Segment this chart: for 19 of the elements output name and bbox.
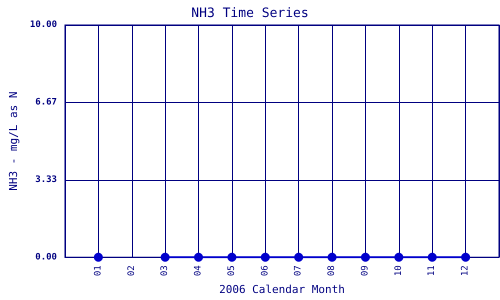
x-tick-label: 12 xyxy=(460,265,471,276)
x-tick-label: 08 xyxy=(327,265,338,276)
x-tick-label: 09 xyxy=(360,265,370,276)
x-tick-label: 07 xyxy=(294,265,304,276)
y-axis-title: NH3 - mg/L as N xyxy=(7,91,20,191)
y-tick-label: 6.67 xyxy=(35,97,57,108)
x-tick-label: 02 xyxy=(126,265,137,276)
chart-title: NH3 Time Series xyxy=(191,6,309,21)
x-tick-label: 03 xyxy=(160,265,170,276)
x-tick-label: 10 xyxy=(394,265,404,276)
y-tick-label: 3.33 xyxy=(35,174,57,185)
x-tick-label: 11 xyxy=(427,265,438,276)
y-tick-label: 0.00 xyxy=(35,252,57,262)
x-tick-label: 05 xyxy=(226,265,237,276)
x-tick-label: 06 xyxy=(260,265,270,276)
y-tick-label: 10.00 xyxy=(30,20,57,30)
x-tick-label: 01 xyxy=(93,265,104,276)
x-axis-title: 2006 Calendar Month xyxy=(219,283,345,296)
x-tick-label: 04 xyxy=(194,265,204,276)
